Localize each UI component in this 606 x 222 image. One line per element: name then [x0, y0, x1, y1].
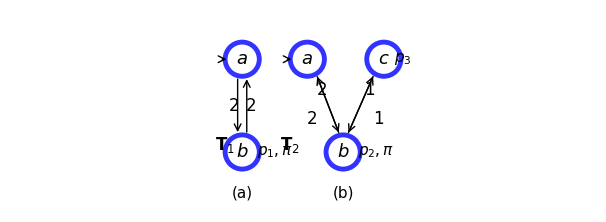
Text: $p_2, \pi$: $p_2, \pi$	[358, 144, 394, 160]
Text: 2: 2	[246, 97, 256, 115]
Text: $c$: $c$	[378, 50, 390, 68]
Text: 2: 2	[317, 81, 327, 99]
Circle shape	[326, 135, 360, 169]
Text: $p_1, \pi$: $p_1, \pi$	[257, 144, 293, 160]
Text: 1: 1	[373, 110, 384, 129]
Text: 2: 2	[228, 97, 239, 115]
Text: $a$: $a$	[301, 50, 313, 68]
Text: 1: 1	[364, 81, 375, 99]
Text: 2: 2	[307, 110, 318, 129]
Text: $b$: $b$	[337, 143, 350, 161]
Text: $b$: $b$	[236, 143, 248, 161]
Text: $a$: $a$	[236, 50, 248, 68]
Circle shape	[225, 42, 259, 76]
Text: $p_3$: $p_3$	[395, 51, 412, 67]
Text: (a): (a)	[231, 185, 253, 200]
Text: $\mathbf{T}_2$: $\mathbf{T}_2$	[279, 135, 299, 155]
Circle shape	[290, 42, 324, 76]
Text: $\mathbf{T}_1$: $\mathbf{T}_1$	[215, 135, 235, 155]
Circle shape	[225, 135, 259, 169]
Text: (b): (b)	[332, 185, 354, 200]
Circle shape	[367, 42, 401, 76]
